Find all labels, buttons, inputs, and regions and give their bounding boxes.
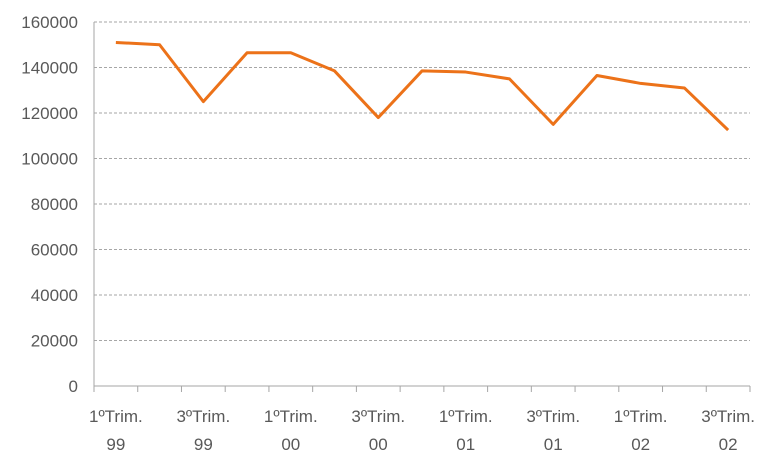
x-tick-label: 3ºTrim. 02 <box>701 407 755 452</box>
x-tick-label: 3ºTrim. 00 <box>351 407 405 452</box>
y-tick-label: 120000 <box>21 104 78 123</box>
y-tick-label: 40000 <box>31 286 78 305</box>
y-tick-label: 20000 <box>31 332 78 351</box>
y-tick-label: 80000 <box>31 195 78 214</box>
line-series <box>115 40 730 132</box>
y-tick-label: 160000 <box>21 13 78 32</box>
y-tick-label: 140000 <box>21 59 78 78</box>
x-tick-label: 1ºTrim. 01 <box>439 407 493 452</box>
y-tick-label: 0 <box>69 377 78 396</box>
x-tick-label: 1ºTrim. 99 <box>89 407 143 452</box>
x-tick-label: 1ºTrim. 00 <box>264 407 318 452</box>
x-tick-label: 1ºTrim. 02 <box>614 407 668 452</box>
y-tick-label: 60000 <box>31 241 78 260</box>
x-tick-label: 3ºTrim. 01 <box>526 407 580 452</box>
x-tick-label: 3ºTrim. 99 <box>176 407 230 452</box>
y-tick-label: 100000 <box>21 150 78 169</box>
